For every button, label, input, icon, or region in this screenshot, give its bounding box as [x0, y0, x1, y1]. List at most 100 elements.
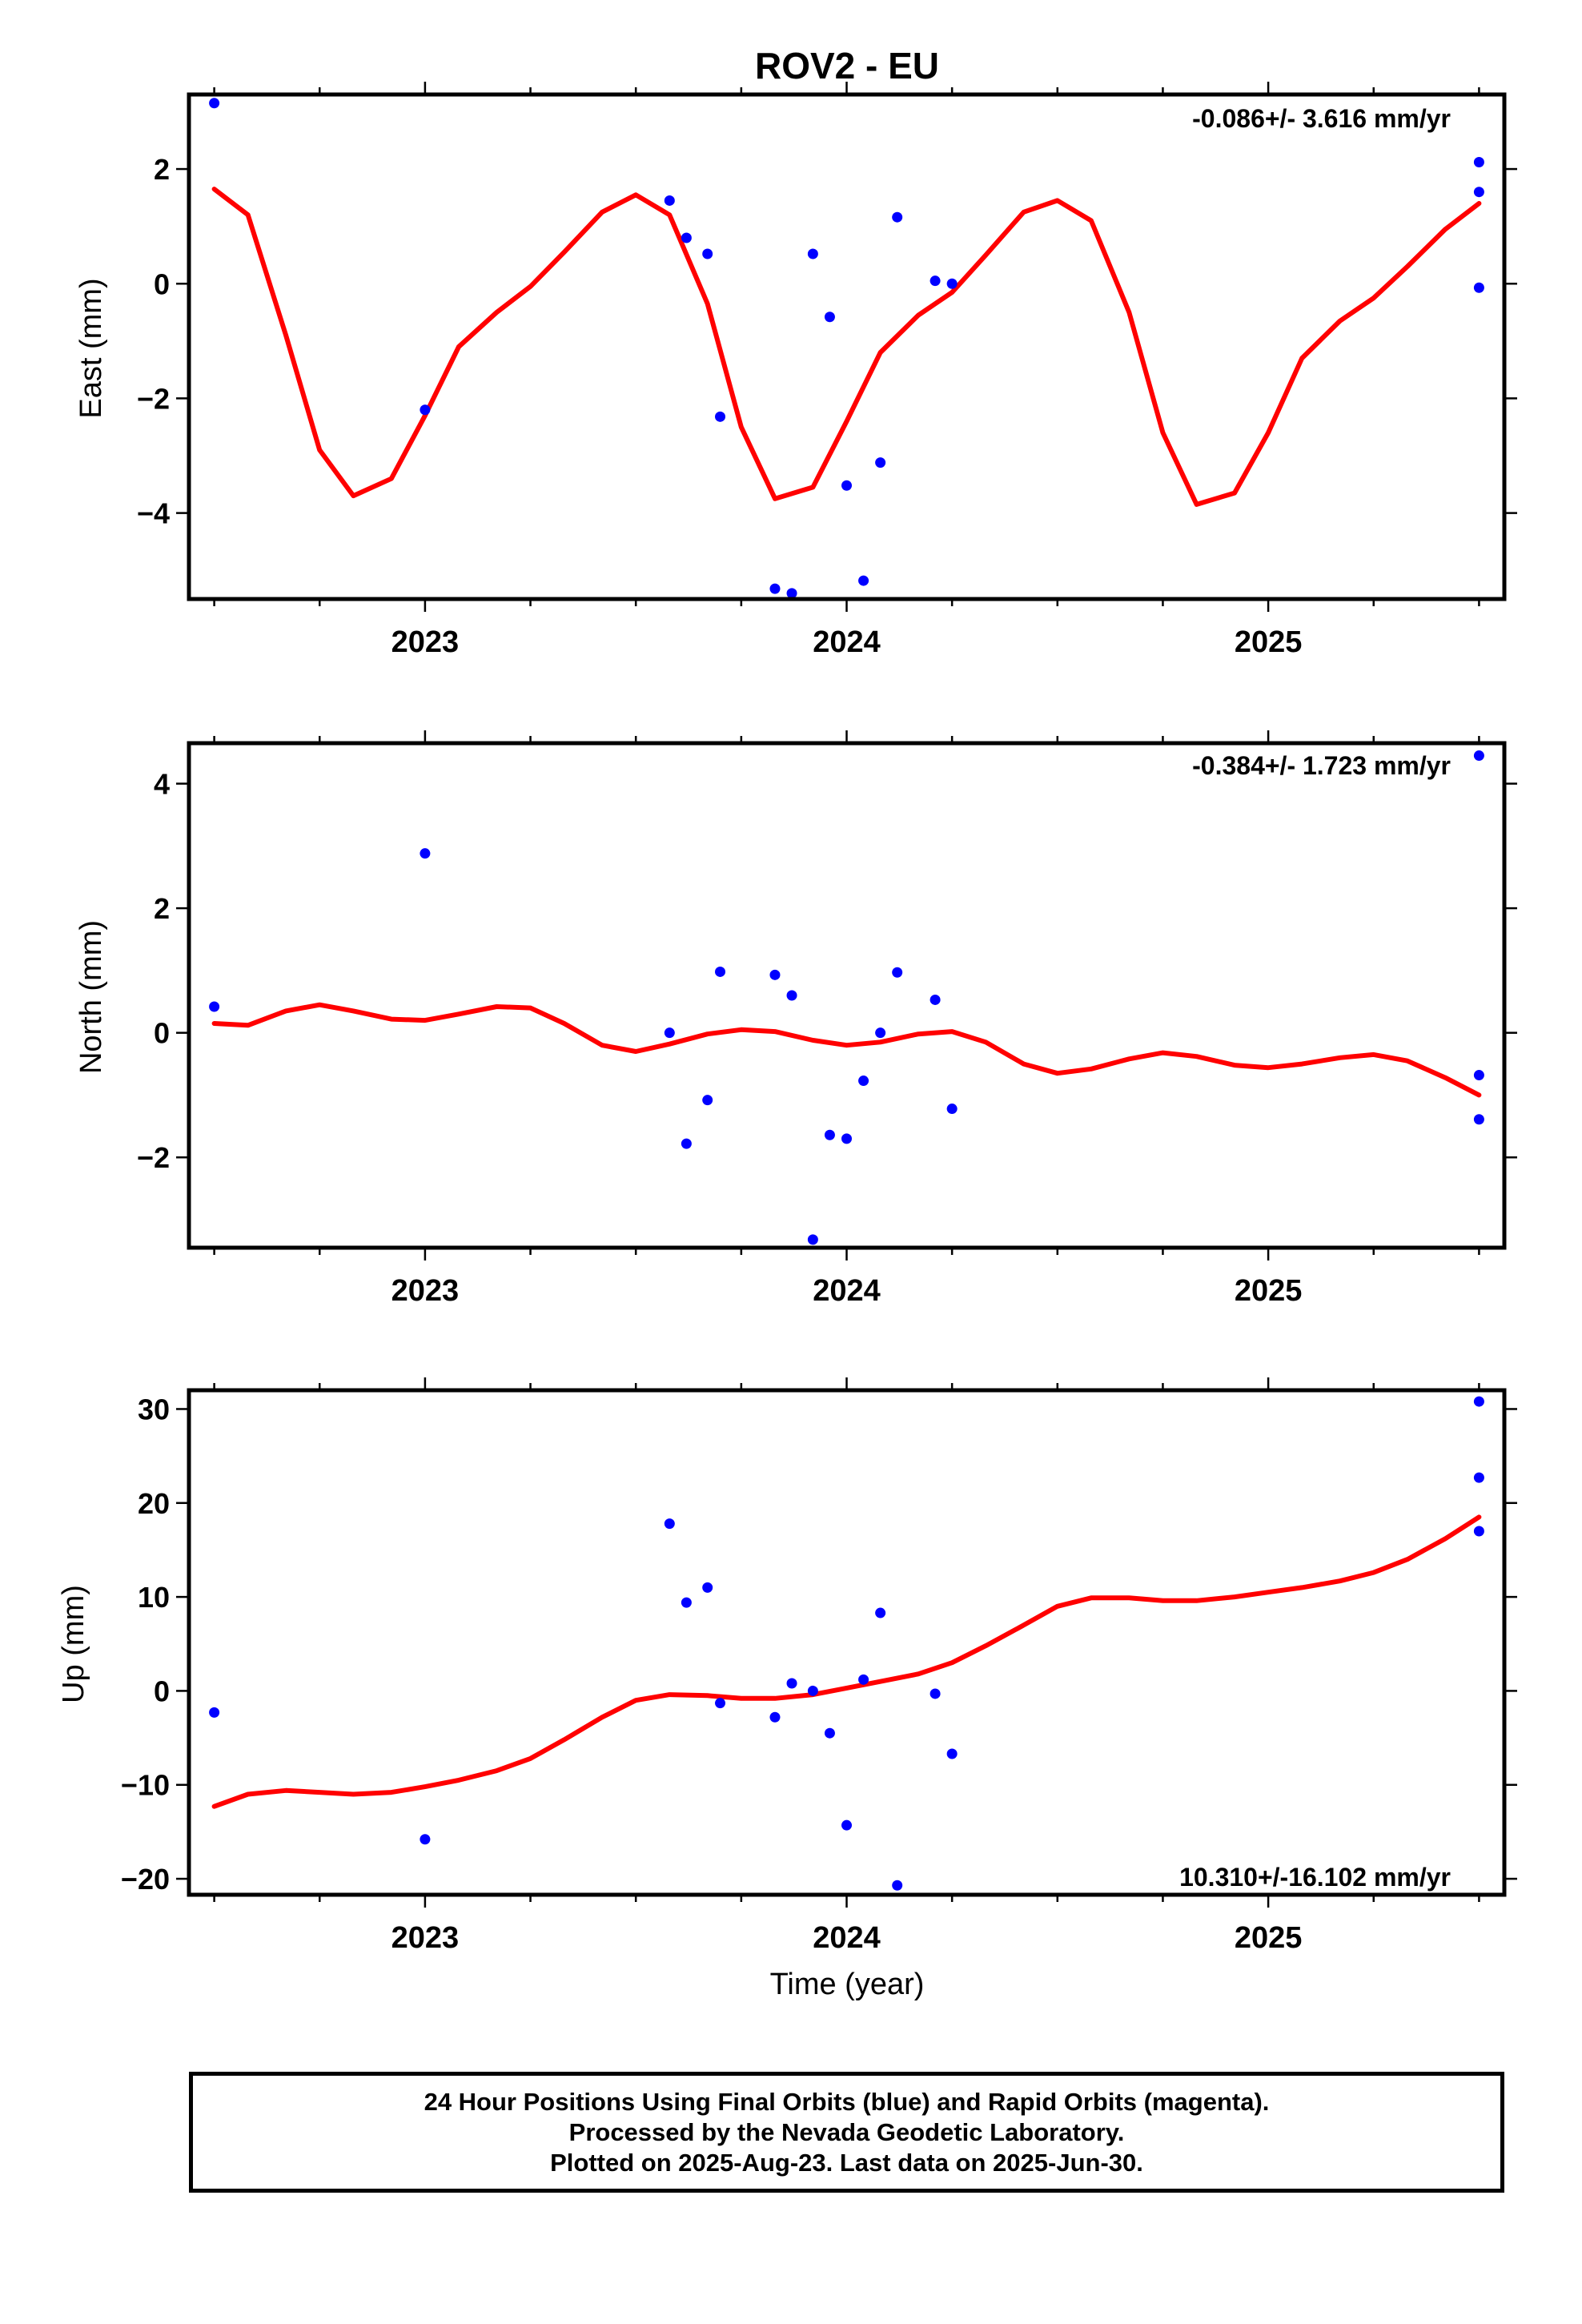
data-point	[1473, 187, 1484, 198]
caption-line-1: 24 Hour Positions Using Final Orbits (bl…	[424, 2087, 1270, 2116]
east-frame	[187, 92, 1507, 601]
y-tick-label: −4	[137, 497, 170, 530]
data-point	[209, 98, 220, 109]
data-point	[858, 1674, 869, 1685]
east-panel: East (mm) -0.086+/- 3.616 mm/yr	[74, 82, 1517, 612]
data-point	[664, 1027, 675, 1039]
data-point	[681, 232, 692, 243]
data-point	[807, 248, 818, 259]
y-tick-label: 2	[154, 153, 170, 186]
data-point	[930, 275, 941, 287]
data-point	[1473, 1396, 1484, 1407]
data-point	[930, 1688, 941, 1699]
x-tick-label: 2025	[1235, 625, 1303, 659]
data-point	[1473, 156, 1484, 167]
data-point	[1473, 1472, 1484, 1483]
data-point	[786, 1678, 797, 1689]
y-tick-label: 2	[154, 892, 170, 925]
data-point	[858, 1076, 869, 1087]
north-plot-area	[176, 730, 1517, 1261]
data-point	[892, 967, 903, 978]
east-plot-area	[176, 82, 1517, 612]
data-point	[841, 480, 852, 491]
north-rate-label: -0.384+/- 1.723 mm/yr	[1192, 751, 1451, 780]
data-point	[946, 1104, 958, 1115]
y-tick-label: 20	[138, 1487, 170, 1520]
data-point	[681, 1138, 692, 1149]
data-point	[420, 848, 431, 859]
data-point	[1473, 1070, 1484, 1081]
y-tick-label: 30	[138, 1393, 170, 1425]
data-point	[681, 1597, 692, 1608]
x-tick-label: 2024	[813, 1274, 881, 1308]
data-point	[702, 1095, 713, 1106]
y-tick-label: −2	[137, 382, 170, 415]
data-point	[807, 1234, 818, 1245]
fit-line	[211, 1002, 1482, 1098]
data-point	[664, 1518, 675, 1530]
data-point	[1473, 1114, 1484, 1125]
x-tick-label: 2023	[391, 1274, 460, 1308]
data-point	[209, 1001, 220, 1012]
data-point	[664, 195, 675, 206]
data-point	[824, 1129, 835, 1140]
x-tick-label: 2023	[391, 1921, 460, 1955]
data-point	[702, 248, 713, 259]
x-tick-label: 2024	[813, 1921, 881, 1955]
data-point	[892, 1880, 903, 1891]
data-point	[715, 966, 726, 977]
data-point	[769, 969, 781, 980]
x-tick-label: 2024	[813, 625, 881, 659]
north-panel: North (mm) -0.384+/- 1.723 mm/yr	[74, 730, 1517, 1261]
north-frame	[187, 741, 1507, 1250]
data-point	[824, 1727, 835, 1739]
caption-line-3: Plotted on 2025-Aug-23. Last data on 202…	[550, 2148, 1143, 2177]
data-point	[841, 1133, 852, 1144]
data-point	[875, 1607, 886, 1618]
y-tick-label: 4	[154, 768, 170, 801]
y-tick-label: −20	[121, 1863, 170, 1896]
y-tick-label: −10	[121, 1769, 170, 1802]
caption-box: 24 Hour Positions Using Final Orbits (bl…	[189, 2072, 1504, 2193]
x-axis-label: Time (year)	[770, 1968, 925, 2001]
data-point	[858, 575, 869, 586]
data-point	[702, 1582, 713, 1593]
north-y-label: North (mm)	[74, 920, 108, 1074]
up-panel: Up (mm) 10.310+/-16.102 mm/yr	[57, 1377, 1517, 1908]
y-tick-label: 0	[154, 267, 170, 300]
data-point	[875, 1027, 886, 1039]
data-point	[892, 211, 903, 223]
data-point	[420, 404, 431, 416]
data-point	[875, 457, 886, 468]
y-tick-label: 10	[138, 1581, 170, 1614]
data-point	[715, 1698, 726, 1709]
x-tick-label: 2025	[1235, 1921, 1303, 1955]
data-point	[946, 1748, 958, 1759]
data-point	[769, 583, 781, 594]
data-point	[769, 1711, 781, 1723]
data-point	[1473, 282, 1484, 293]
east-y-label: East (mm)	[74, 278, 108, 418]
y-tick-label: 0	[154, 1017, 170, 1050]
up-rate-label: 10.310+/-16.102 mm/yr	[1179, 1863, 1451, 1892]
up-frame	[187, 1388, 1507, 1897]
data-point	[841, 1819, 852, 1831]
data-point	[946, 278, 958, 289]
up-plot-area	[176, 1377, 1517, 1908]
data-point	[786, 990, 797, 1001]
fit-line	[211, 1514, 1482, 1809]
data-point	[715, 411, 726, 422]
data-point	[824, 312, 835, 323]
caption-line-2: Processed by the Nevada Geodetic Laborat…	[568, 2117, 1125, 2146]
x-tick-label: 2023	[391, 625, 460, 659]
fit-line	[211, 187, 1482, 507]
data-point	[1473, 750, 1484, 762]
data-point	[209, 1707, 220, 1718]
y-tick-label: 0	[154, 1675, 170, 1707]
figure-title: ROV2 - EU	[755, 45, 939, 86]
data-point	[930, 994, 941, 1005]
east-rate-label: -0.086+/- 3.616 mm/yr	[1192, 104, 1451, 133]
x-tick-label: 2025	[1235, 1274, 1303, 1308]
up-y-label: Up (mm)	[57, 1585, 90, 1703]
